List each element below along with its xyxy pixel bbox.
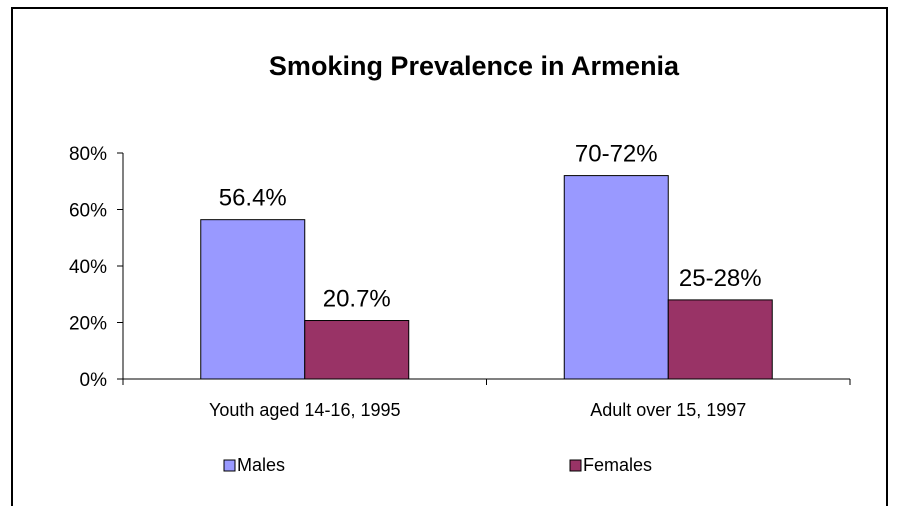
y-tick-label: 0% — [80, 370, 108, 391]
legend-swatch-males — [223, 459, 236, 472]
bar-males-0 — [200, 219, 306, 380]
data-label: 56.4% — [219, 185, 287, 212]
x-tick-label: Adult over 15, 1997 — [590, 400, 746, 420]
bar-females-1 — [667, 299, 773, 380]
data-labels: 56.4% 70-72% 20.7% 25-28% — [219, 141, 762, 313]
y-tick-label: 20% — [69, 314, 107, 335]
legend-label: Males — [237, 455, 285, 475]
chart-title: Smoking Prevalence in Armenia — [269, 51, 680, 81]
legend: Males Females — [223, 455, 652, 475]
x-axis: Youth aged 14-16, 1995 Adult over 15, 199… — [122, 378, 851, 420]
data-label: 25-28% — [679, 265, 762, 292]
data-label: 20.7% — [323, 286, 391, 313]
x-tick-label: Youth aged 14-16, 1995 — [209, 400, 401, 420]
y-tick-label: 60% — [69, 201, 107, 222]
bars — [200, 175, 773, 380]
bar-females-0 — [304, 320, 410, 380]
legend-label: Females — [583, 455, 652, 475]
y-tick-label: 40% — [69, 257, 107, 278]
legend-swatch-females — [569, 459, 582, 472]
y-tick-label: 80% — [69, 144, 107, 165]
chart-border — [11, 7, 888, 506]
y-axis: 0% 20% 40% 60% 80% — [69, 144, 124, 391]
data-label: 70-72% — [575, 141, 658, 168]
bar-males-1 — [563, 175, 669, 380]
